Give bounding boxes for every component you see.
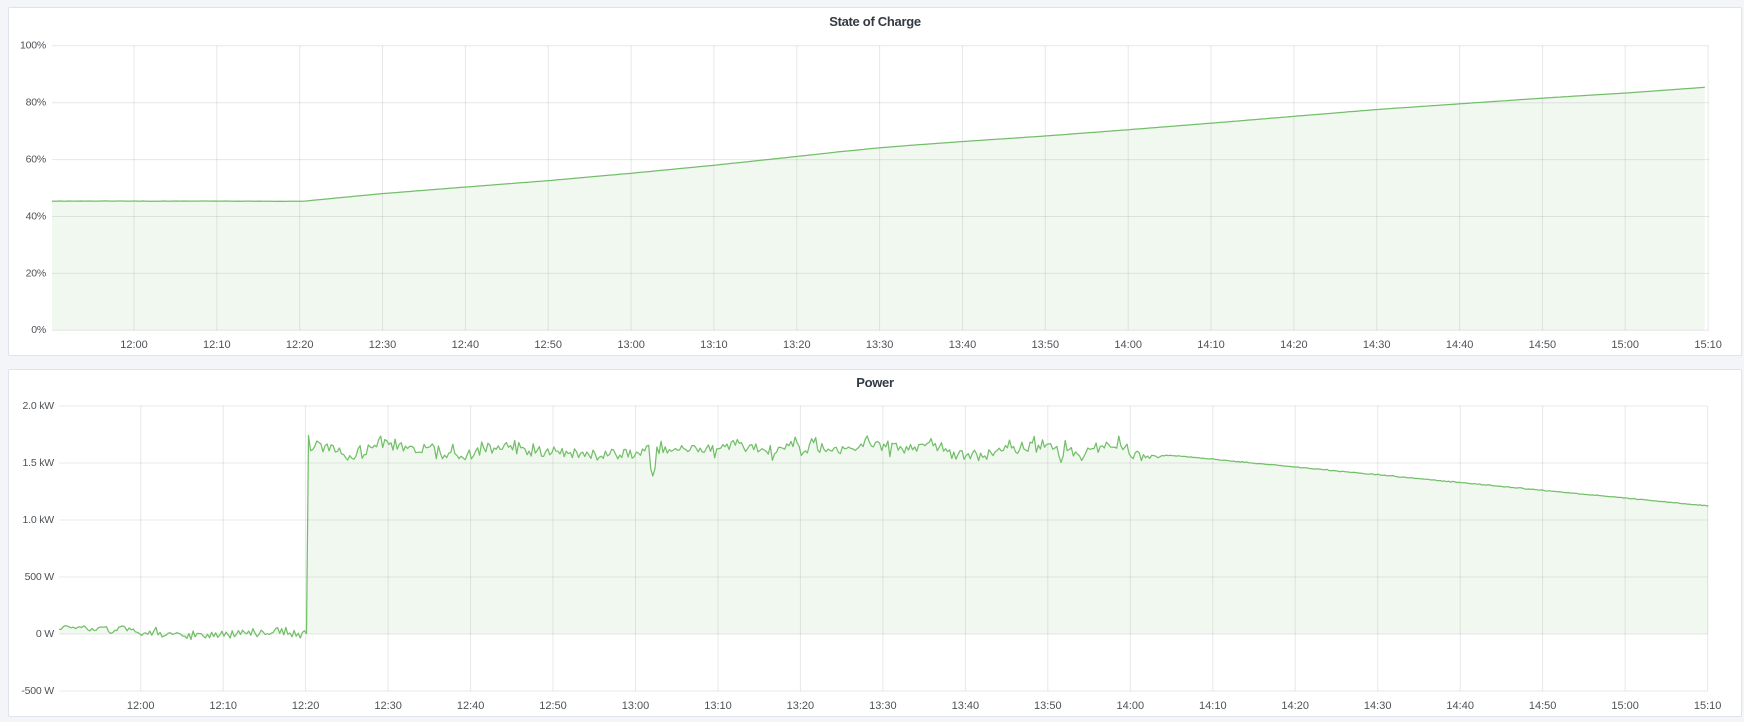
svg-text:14:30: 14:30	[1364, 700, 1392, 712]
svg-text:13:30: 13:30	[869, 700, 897, 712]
svg-text:14:40: 14:40	[1446, 339, 1474, 351]
svg-text:500 W: 500 W	[25, 571, 55, 583]
svg-text:12:40: 12:40	[452, 339, 480, 351]
svg-text:14:10: 14:10	[1197, 339, 1225, 351]
svg-text:2.0 kW: 2.0 kW	[23, 400, 55, 412]
svg-text:20%: 20%	[26, 267, 46, 279]
svg-text:12:10: 12:10	[203, 339, 231, 351]
svg-text:0%: 0%	[31, 324, 46, 336]
svg-text:12:00: 12:00	[127, 700, 155, 712]
svg-text:12:20: 12:20	[292, 700, 320, 712]
svg-text:14:40: 14:40	[1446, 700, 1474, 712]
svg-text:13:50: 13:50	[1034, 700, 1062, 712]
svg-text:13:50: 13:50	[1032, 339, 1060, 351]
svg-text:12:30: 12:30	[369, 339, 397, 351]
svg-text:13:20: 13:20	[787, 700, 815, 712]
svg-text:0 W: 0 W	[36, 628, 54, 640]
svg-text:1.0 kW: 1.0 kW	[23, 514, 55, 526]
svg-text:13:00: 13:00	[617, 339, 645, 351]
svg-text:14:20: 14:20	[1281, 700, 1309, 712]
svg-text:12:00: 12:00	[120, 339, 148, 351]
svg-text:60%: 60%	[26, 154, 46, 166]
svg-text:12:10: 12:10	[209, 700, 237, 712]
svg-text:13:10: 13:10	[700, 339, 728, 351]
svg-text:80%: 80%	[26, 97, 46, 109]
svg-text:12:20: 12:20	[286, 339, 314, 351]
svg-text:13:00: 13:00	[622, 700, 650, 712]
svg-text:-500 W: -500 W	[21, 685, 54, 697]
svg-text:13:20: 13:20	[783, 339, 811, 351]
svg-text:15:00: 15:00	[1611, 700, 1639, 712]
svg-text:12:30: 12:30	[374, 700, 402, 712]
svg-text:1.5 kW: 1.5 kW	[23, 457, 55, 469]
svg-text:14:00: 14:00	[1114, 339, 1142, 351]
svg-text:15:10: 15:10	[1694, 700, 1722, 712]
svg-text:14:30: 14:30	[1363, 339, 1391, 351]
svg-text:15:00: 15:00	[1611, 339, 1639, 351]
svg-text:13:10: 13:10	[704, 700, 732, 712]
svg-text:15:10: 15:10	[1694, 339, 1722, 351]
svg-text:13:40: 13:40	[949, 339, 977, 351]
svg-text:40%: 40%	[26, 210, 46, 222]
svg-text:12:50: 12:50	[539, 700, 567, 712]
svg-text:14:10: 14:10	[1199, 700, 1227, 712]
svg-text:14:50: 14:50	[1529, 339, 1557, 351]
svg-text:14:50: 14:50	[1529, 700, 1557, 712]
svg-text:14:20: 14:20	[1280, 339, 1308, 351]
svg-text:14:00: 14:00	[1117, 700, 1145, 712]
svg-text:12:40: 12:40	[457, 700, 485, 712]
svg-text:12:50: 12:50	[534, 339, 562, 351]
svg-text:13:40: 13:40	[952, 700, 980, 712]
svg-text:13:30: 13:30	[866, 339, 894, 351]
svg-text:100%: 100%	[20, 40, 46, 52]
